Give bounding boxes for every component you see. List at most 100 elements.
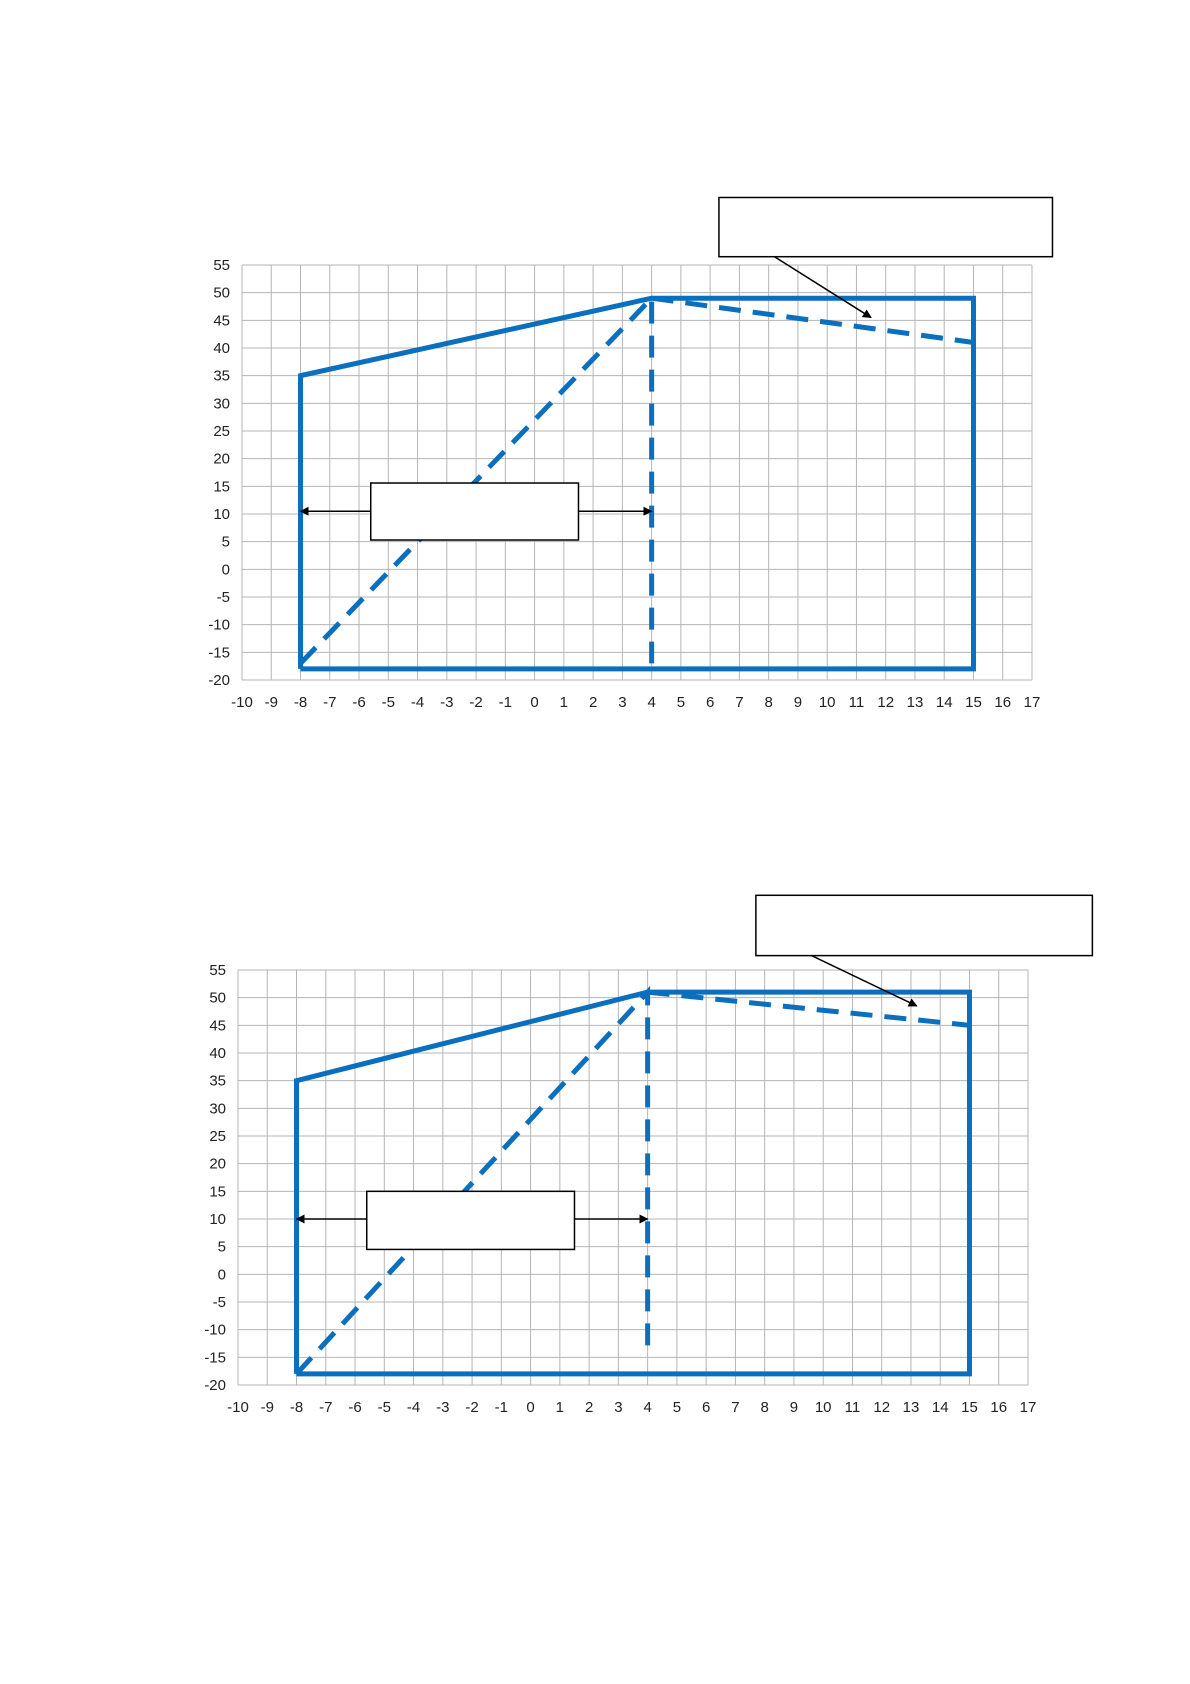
y-tick-label: 25 [213,423,230,440]
x-tick-label: 6 [706,694,714,711]
x-tick-label: 6 [702,1399,710,1416]
x-tick-label: -7 [319,1399,332,1416]
x-tick-label: -10 [231,694,253,711]
x-tick-label: 9 [794,694,802,711]
x-tick-label: 12 [873,1399,890,1416]
y-tick-label: 0 [218,1266,226,1283]
y-tick-label: 30 [209,1100,226,1117]
x-tick-label: 16 [994,694,1011,711]
x-tick-label: -10 [227,1399,249,1416]
y-tick-label: 0 [222,561,230,578]
annotation-callout-box [365,1190,576,1251]
x-tick-label: 2 [589,694,597,711]
x-tick-label: 2 [585,1399,593,1416]
y-tick-label: 35 [209,1073,226,1090]
x-tick-label: 8 [764,694,772,711]
y-tick-label: 5 [222,534,230,551]
x-tick-label: 3 [614,1399,622,1416]
y-tick-label: 15 [213,478,230,495]
x-tick-label: 17 [1020,1399,1037,1416]
y-tick-label: 40 [209,1045,226,1062]
x-tick-label: 5 [677,694,685,711]
x-tick-label: -5 [382,694,395,711]
y-tick-label: -5 [213,1294,226,1311]
x-tick-label: 1 [560,694,568,711]
x-tick-label: 11 [849,694,865,711]
x-tick-label: 17 [1024,694,1041,711]
x-tick-label: 7 [735,694,743,711]
annotation-callout-box [755,894,1094,957]
x-tick-label: -9 [261,1399,274,1416]
y-tick-label: 40 [213,340,230,357]
y-tick-label: -15 [208,644,230,661]
x-tick-label: -2 [465,1399,478,1416]
x-tick-label: -8 [294,694,307,711]
y-tick-label: 10 [213,506,230,523]
annotation-arrow [774,256,872,319]
y-tick-label: -10 [204,1322,226,1339]
x-tick-label: -1 [495,1399,508,1416]
x-tick-label: -9 [265,694,278,711]
x-tick-label: -1 [499,694,512,711]
x-tick-label: -2 [469,694,482,711]
x-tick-label: 5 [673,1399,681,1416]
x-tick-label: 14 [936,694,953,711]
x-tick-label: 0 [530,694,538,711]
x-tick-label: 14 [932,1399,949,1416]
y-tick-label: 45 [209,1017,226,1034]
y-tick-label: 20 [209,1156,226,1173]
x-tick-label: 8 [760,1399,768,1416]
y-tick-label: 5 [218,1239,226,1256]
y-tick-label: 55 [213,257,230,274]
y-tick-label: 55 [209,962,226,979]
chart-top: -10 -9 -8 -7 -6 -5 -4 -3 -2 -1 0 1 2 3 4 5 6 7 8 9 10 11 12 13 1… [208,196,1054,711]
chart-bottom: -10 -9 -8 -7 -6 -5 -4 -3 -2 -1 0 1 2 3 4 5 6 7 8 9 10 11 12 13 1… [204,894,1094,1416]
x-tick-label: -4 [411,694,424,711]
x-tick-label: 0 [526,1399,534,1416]
x-tick-label: -3 [436,1399,449,1416]
y-tick-label: 30 [213,395,230,412]
y-tick-label: -20 [204,1377,226,1394]
y-tick-label: 10 [209,1211,226,1228]
y-tick-label: 20 [213,451,230,468]
y-tick-label: -20 [208,672,230,689]
x-tick-label: 12 [877,694,894,711]
x-tick-label: 15 [961,1399,978,1416]
x-tick-label: 16 [990,1399,1007,1416]
x-tick-label: 3 [618,694,626,711]
x-tick-label: 13 [907,694,924,711]
y-tick-label: -10 [208,617,230,634]
series-line-solid [298,295,976,672]
x-tick-label: 15 [965,694,982,711]
y-tick-label: 15 [209,1183,226,1200]
y-tick-label: -5 [217,589,230,606]
x-tick-label: -6 [348,1399,361,1416]
x-tick-label: 9 [790,1399,798,1416]
x-tick-label: -7 [323,694,336,711]
x-tick-label: -4 [407,1399,420,1416]
x-tick-label: -3 [440,694,453,711]
x-tick-label: 4 [647,694,655,711]
annotation-callout-box [369,482,580,541]
x-tick-label: 11 [845,1399,861,1416]
series-line-dashed [651,295,974,345]
x-tick-label: -6 [352,694,365,711]
y-tick-label: 50 [213,285,230,302]
y-tick-label: 25 [209,1128,226,1145]
y-tick-label: 50 [209,990,226,1007]
y-tick-label: 35 [213,368,230,385]
y-tick-label: -15 [204,1349,226,1366]
x-tick-label: 4 [643,1399,651,1416]
series-line-dashed [298,291,655,666]
x-tick-label: -8 [290,1399,303,1416]
x-tick-label: 13 [903,1399,920,1416]
x-tick-label: 1 [556,1399,564,1416]
series-line-solid [294,989,972,1377]
x-tick-label: -5 [378,1399,391,1416]
y-tick-label: 45 [213,312,230,329]
x-tick-label: 10 [815,1399,832,1416]
x-tick-label: 7 [731,1399,739,1416]
annotation-arrow [811,954,918,1007]
